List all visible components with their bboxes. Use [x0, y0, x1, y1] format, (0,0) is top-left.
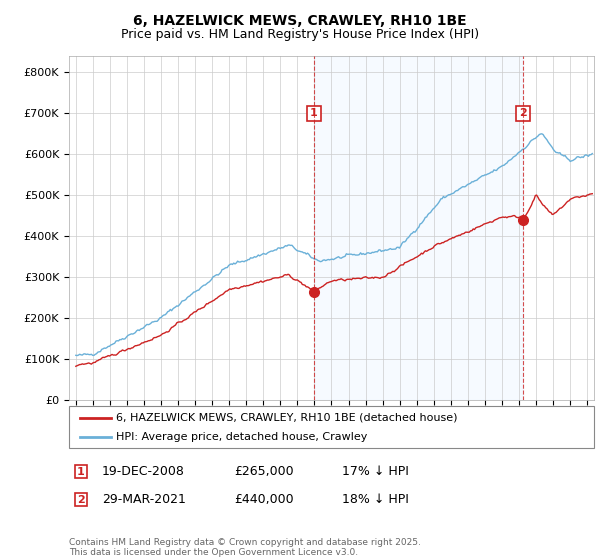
Text: Contains HM Land Registry data © Crown copyright and database right 2025.
This d: Contains HM Land Registry data © Crown c…: [69, 538, 421, 557]
Text: £265,000: £265,000: [234, 465, 293, 478]
Text: 6, HAZELWICK MEWS, CRAWLEY, RH10 1BE: 6, HAZELWICK MEWS, CRAWLEY, RH10 1BE: [133, 14, 467, 28]
Text: 2: 2: [77, 494, 85, 505]
FancyBboxPatch shape: [75, 493, 87, 506]
Text: £440,000: £440,000: [234, 493, 293, 506]
Text: 2: 2: [519, 109, 527, 118]
FancyBboxPatch shape: [75, 465, 87, 478]
Bar: [314, 56, 523, 400]
Text: 17% ↓ HPI: 17% ↓ HPI: [342, 465, 409, 478]
Text: 6, HAZELWICK MEWS, CRAWLEY, RH10 1BE (detached house): 6, HAZELWICK MEWS, CRAWLEY, RH10 1BE (de…: [116, 413, 458, 423]
Text: Price paid vs. HM Land Registry's House Price Index (HPI): Price paid vs. HM Land Registry's House …: [121, 28, 479, 41]
Text: 19-DEC-2008: 19-DEC-2008: [102, 465, 185, 478]
Text: 1: 1: [77, 466, 85, 477]
Text: 1: 1: [310, 109, 318, 118]
FancyBboxPatch shape: [69, 406, 594, 448]
Text: HPI: Average price, detached house, Crawley: HPI: Average price, detached house, Craw…: [116, 432, 368, 442]
Text: 29-MAR-2021: 29-MAR-2021: [102, 493, 186, 506]
Text: 18% ↓ HPI: 18% ↓ HPI: [342, 493, 409, 506]
